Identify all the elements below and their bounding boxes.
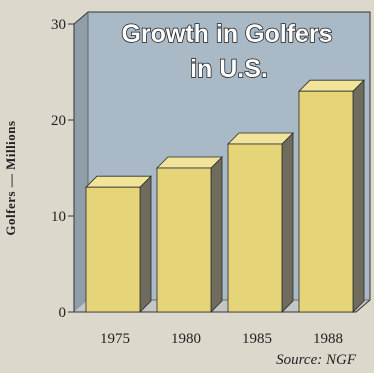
x-tick-label: 1988 (313, 331, 343, 347)
bar-side (139, 175, 152, 313)
y-tick-label: 10 (51, 209, 66, 225)
panel-left-wall (74, 12, 88, 312)
y-tick-label: 30 (51, 17, 66, 33)
x-tick-label: 1975 (100, 331, 130, 347)
bar (156, 156, 223, 313)
x-tick-label: 1980 (171, 331, 201, 347)
bar-side (352, 79, 365, 313)
bar-top (298, 79, 365, 92)
bar (298, 79, 365, 313)
bar-top (227, 132, 294, 145)
bars (85, 79, 365, 313)
y-axis-ticks: 0 10 20 30 (51, 17, 74, 321)
x-tick-label: 1985 (242, 331, 272, 347)
bar-front (156, 167, 212, 313)
x-axis-labels: 1975 1980 1985 1988 (100, 331, 343, 347)
bar-front (298, 90, 354, 313)
y-axis-label: Golfers — Millions (3, 120, 18, 235)
bar-front (227, 143, 283, 313)
y-tick-label: 20 (51, 113, 66, 129)
bar (227, 132, 294, 313)
bar-side (210, 156, 223, 313)
bar-front (85, 186, 141, 313)
bar (85, 175, 152, 313)
bar-top (85, 175, 152, 188)
bar-top (156, 156, 223, 169)
y-tick-label: 0 (59, 305, 67, 321)
bar-side (281, 132, 294, 313)
chart-title-line-1: Growth in Golfers (121, 20, 332, 48)
source-note: Source: NGF (276, 352, 357, 368)
chart-title-line-2: in U.S. (190, 55, 268, 83)
